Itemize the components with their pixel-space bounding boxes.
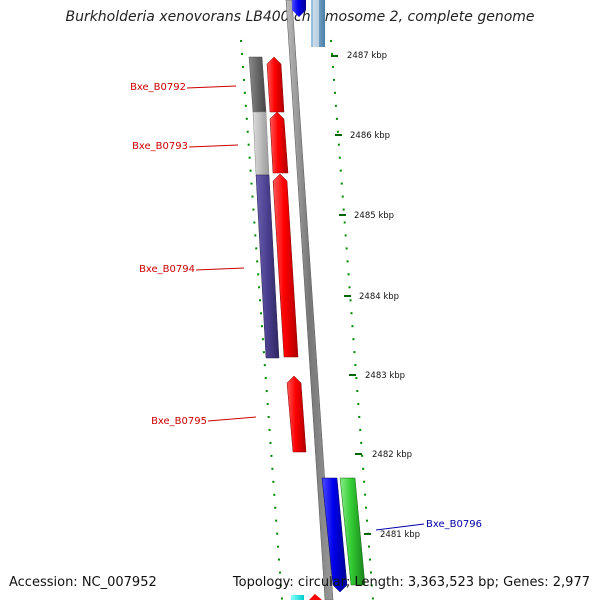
gene-label-bxe-b0793[interactable]: Bxe_B0793	[132, 141, 188, 152]
label-connector	[186, 85, 237, 89]
gene-arrow-bxe-b0794	[272, 173, 299, 358]
gene-green-bar	[339, 477, 366, 586]
label-connector	[188, 144, 239, 148]
gene-arrow-bxe-b0796	[321, 477, 348, 593]
topology-summary: Topology: circular; Length: 3,363,523 bp…	[232, 575, 590, 590]
gene-cyan-bottom	[291, 595, 304, 600]
scale-label: 2486 kbp	[350, 131, 390, 141]
scale-label: 2487 kbp	[347, 51, 387, 61]
accession-text: Accession: NC_007952	[9, 575, 157, 590]
gene-label-bxe-b0795[interactable]: Bxe_B0795	[151, 416, 207, 427]
scale-ticks	[331, 55, 371, 535]
label-connector	[207, 416, 257, 422]
gene-arrow-bxe-b0795	[286, 375, 307, 453]
gene-red-bottom	[309, 594, 322, 600]
cog-bar-slate	[255, 174, 280, 359]
scale-label: 2483 kbp	[365, 371, 405, 381]
gene-arrow-bxe-b0793	[269, 111, 289, 174]
gene-label-bxe-b0796[interactable]: Bxe_B0796	[426, 519, 482, 530]
label-connector	[195, 267, 245, 271]
backbone-track	[285, 0, 334, 600]
map-title: Burkholderia xenovorans LB400 chromosome…	[65, 9, 535, 25]
scale-label: 2482 kbp	[372, 450, 412, 460]
scale-label: 2481 kbp	[380, 530, 420, 540]
gene-arrow-bxe-b0792	[266, 56, 285, 113]
label-connector	[375, 523, 425, 531]
gene-blue-top	[292, 0, 306, 17]
scale-label: 2485 kbp	[354, 211, 394, 221]
cog-bar-dark-gray	[248, 56, 267, 113]
gene-label-bxe-b0794[interactable]: Bxe_B0794	[139, 264, 195, 275]
gene-label-bxe-b0792[interactable]: Bxe_B0792	[130, 82, 186, 93]
gene-steel-top-2	[313, 0, 319, 47]
scale-label: 2484 kbp	[359, 292, 399, 302]
cog-bar-light-gray	[252, 111, 270, 176]
